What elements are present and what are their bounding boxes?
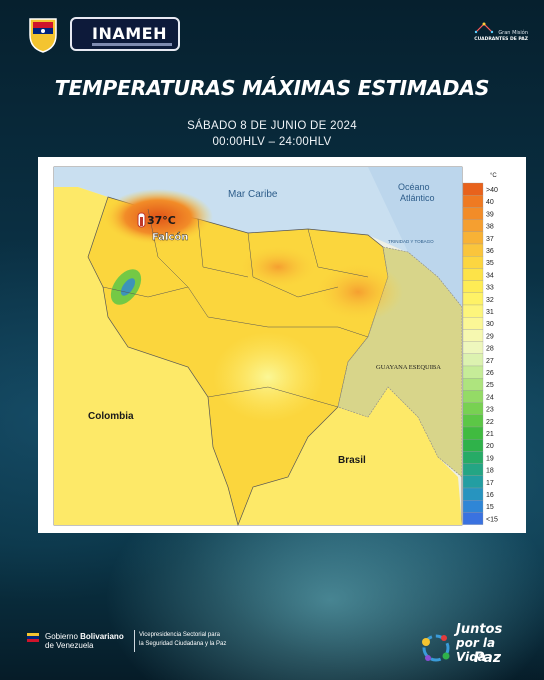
legend-swatch bbox=[462, 329, 484, 342]
label-brasil: Brasil bbox=[338, 455, 366, 466]
gobierno-line-2: de Venezuela bbox=[45, 641, 94, 650]
label-guayana-esequiba: GUAYANA ESEQUIBA bbox=[376, 364, 441, 371]
legend-unit: °C bbox=[490, 173, 497, 179]
header: INAMEH Gran Misión CUADRANTES DE PAZ bbox=[0, 0, 544, 70]
legend-label: 40 bbox=[486, 199, 494, 206]
legend-swatch bbox=[462, 207, 484, 220]
legend-label: >40 bbox=[486, 187, 498, 194]
legend-label: 18 bbox=[486, 468, 494, 475]
legend-label: 23 bbox=[486, 407, 494, 414]
label-oceano: Océano bbox=[398, 182, 430, 192]
legend-swatch bbox=[462, 280, 484, 293]
temperature-map: 37°C Falcón Mar Caribe Océano Atlántico … bbox=[38, 157, 526, 533]
map-svg: 37°C Falcón Mar Caribe Océano Atlántico … bbox=[53, 166, 498, 527]
footer: Gobierno Bolivariano de Venezuela Vicepr… bbox=[0, 610, 544, 680]
mild-zone-south bbox=[213, 332, 323, 422]
vicepresidencia-line-1: Vicepresidencia Sectorial para bbox=[139, 632, 220, 638]
legend-label: <15 bbox=[486, 516, 498, 523]
legend-swatch bbox=[462, 231, 484, 245]
atlantic-ocean bbox=[368, 167, 462, 307]
legend-swatch bbox=[462, 353, 484, 367]
footer-divider bbox=[134, 630, 135, 652]
legend-label: 33 bbox=[486, 285, 494, 292]
date-line: SÁBADO 8 DE JUNIO DE 2024 bbox=[187, 120, 357, 132]
legend-label: 25 bbox=[486, 382, 494, 389]
legend-swatch bbox=[462, 341, 484, 354]
legend-swatch bbox=[462, 402, 484, 415]
legend-swatch bbox=[462, 182, 484, 196]
legend-label: 31 bbox=[486, 309, 494, 316]
legend-label: 29 bbox=[486, 333, 494, 340]
legend-swatch bbox=[462, 487, 484, 501]
legend-label: 24 bbox=[486, 394, 494, 401]
inameh-logo: INAMEH bbox=[70, 17, 180, 51]
legend-swatch bbox=[462, 256, 484, 269]
legend-label: 32 bbox=[486, 297, 494, 304]
legend-swatch bbox=[462, 219, 484, 232]
legend-label: 35 bbox=[486, 260, 494, 267]
juntos-logo-icon bbox=[422, 634, 450, 662]
label-atlantico: Atlántico bbox=[400, 193, 435, 203]
hot-zone-east bbox=[313, 262, 403, 322]
legend-swatch bbox=[462, 390, 484, 403]
vicepresidencia-line-2: la Seguridad Ciudadana y la Paz bbox=[139, 641, 227, 647]
label-mar-caribe: Mar Caribe bbox=[228, 189, 278, 200]
hot-zone-falcon bbox=[103, 189, 213, 245]
hot-zone-north bbox=[238, 245, 318, 289]
inameh-logo-text: INAMEH bbox=[92, 24, 167, 43]
legend: °C >40 40 39 38 37 36 35 34 33 32 31 30 29 28 27 26 25 24… bbox=[462, 173, 498, 525]
juntos-logo: Juntos por la Vida Paz bbox=[414, 622, 524, 672]
legend-label: 16 bbox=[486, 492, 494, 499]
colombia-land bbox=[54, 187, 238, 525]
hotspot-place: Falcón bbox=[152, 231, 188, 243]
legend-swatch bbox=[462, 292, 484, 306]
state-borders bbox=[102, 208, 369, 408]
brasil-land bbox=[238, 387, 462, 525]
legend-label: 37 bbox=[486, 236, 494, 243]
legend-swatch bbox=[462, 414, 484, 428]
label-colombia: Colombia bbox=[88, 411, 134, 422]
legend-label: 26 bbox=[486, 370, 494, 377]
legend-label: 15 bbox=[486, 504, 494, 511]
legend-label: 34 bbox=[486, 272, 494, 279]
legend-swatch bbox=[462, 378, 484, 391]
legend-label: 36 bbox=[486, 248, 494, 255]
legend-label: 22 bbox=[486, 419, 494, 426]
page-title: TEMPERATURAS MÁXIMAS ESTIMADAS bbox=[54, 76, 490, 100]
legend-swatch bbox=[462, 365, 484, 379]
legend-swatch bbox=[462, 268, 484, 281]
hotspot-value: 37°C bbox=[147, 214, 176, 227]
legend-label: 39 bbox=[486, 211, 494, 218]
legend-swatch bbox=[462, 512, 484, 525]
legend-label: 28 bbox=[486, 346, 494, 353]
legend-swatch bbox=[462, 500, 484, 513]
legend-label: 20 bbox=[486, 443, 494, 450]
label-trinidad: TRINIDAD Y TOBAGO bbox=[388, 239, 434, 244]
hours-line: 00:00HLV – 24:00HLV bbox=[212, 136, 332, 148]
mision-cuadrantes-logo: Gran Misión CUADRANTES DE PAZ bbox=[466, 22, 528, 48]
legend-swatch bbox=[462, 317, 484, 330]
legend-label: 30 bbox=[486, 321, 494, 328]
legend-swatch bbox=[462, 195, 484, 208]
legend-swatch bbox=[462, 463, 484, 476]
legend-swatch bbox=[462, 451, 484, 464]
legend-swatch bbox=[462, 439, 484, 452]
gobierno-line-1: Gobierno Bolivariano bbox=[45, 632, 124, 641]
legend-label: 21 bbox=[486, 431, 494, 438]
legend-swatch bbox=[462, 475, 484, 489]
venezuela-flag-icon bbox=[27, 633, 39, 642]
legend-swatch bbox=[462, 304, 484, 318]
coat-of-arms-icon bbox=[29, 18, 57, 53]
legend-label: 17 bbox=[486, 480, 494, 487]
mision-logo-icon bbox=[474, 22, 494, 34]
legend-label: 19 bbox=[486, 455, 494, 462]
legend-label: 27 bbox=[486, 358, 494, 365]
hotspot-marker bbox=[137, 212, 146, 228]
legend-swatch bbox=[462, 243, 484, 257]
legend-label: 38 bbox=[486, 224, 494, 231]
legend-swatch bbox=[462, 426, 484, 440]
